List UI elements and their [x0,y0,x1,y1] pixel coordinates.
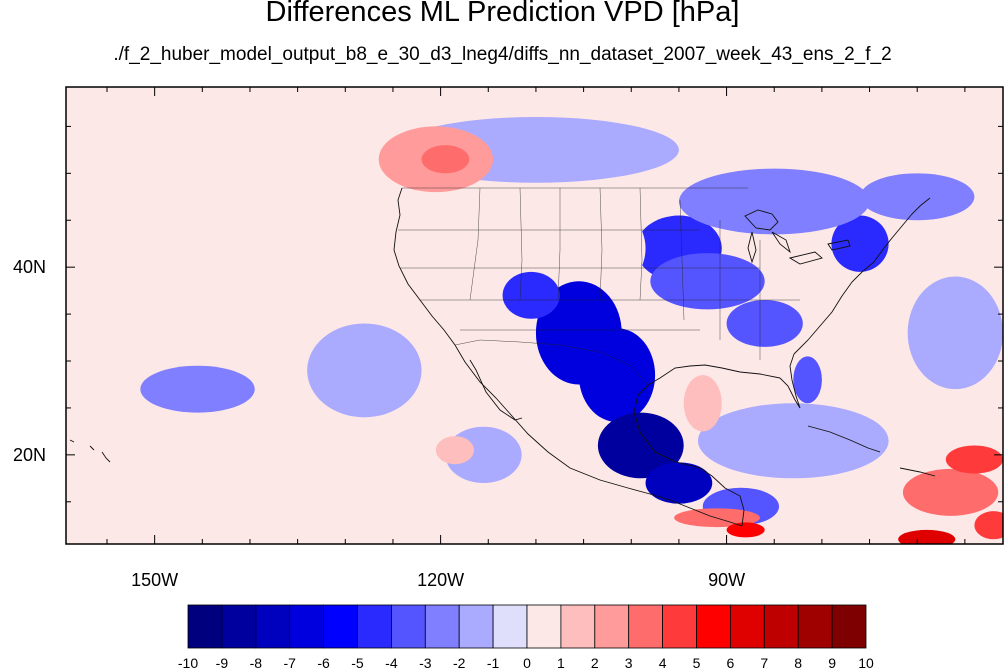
colorbar-label: 1 [557,655,565,671]
colorbar-swatch [323,604,358,649]
colorbar-swatch [357,604,392,649]
colorbar-label: -8 [250,655,263,671]
colorbar-label: 6 [727,655,735,671]
field-region-1 [578,328,656,423]
colorbar-label: 2 [591,655,599,671]
field-region-6 [650,253,765,310]
lon-tick-label: 90W [708,570,745,590]
field-region-25 [726,522,765,538]
colorbar-swatch [696,604,731,649]
field-region-23 [421,145,470,174]
plot-frame [65,86,1004,545]
map-title: Differences ML Prediction VPD [hPa] [265,0,740,28]
field-region-26 [902,468,999,516]
field-region-3 [645,462,713,504]
map-subtitle: ./f_2_huber_model_output_b8_e_30_d3_lneg… [113,44,892,65]
colorbar-swatch [390,604,426,649]
colorbar-label: 0 [523,655,531,671]
colorbar-label: -10 [178,655,198,671]
colorbar-swatch [424,604,460,649]
colorbar-label: 8 [794,655,802,671]
field-region-29 [974,511,1003,540]
field-region-14 [307,323,422,418]
map-axes: 150W 120W 90W 40N 20N [13,87,1003,590]
colorbar-swatch [492,604,528,649]
colorbar-swatch [255,604,291,649]
field-region-21 [435,436,474,465]
field-region-2 [597,412,684,479]
field-region-4 [502,271,560,319]
colorbar-swatch [526,604,562,649]
lat-tick-label: 20N [13,445,46,465]
colorbar: -10 -9 -8 -7 -6 -5 -4 -3 -2 -1 0 1 2 3 4 5 6 7 8 9 10 [178,604,874,671]
political-boundaries [398,187,800,386]
lon-tick-label: 150W [131,570,178,590]
field-region-12 [678,168,870,235]
colorbar-label: 9 [828,655,836,671]
colorbar-label: 4 [659,655,667,671]
coastlines [69,187,936,527]
colorbar-swatch [730,604,765,649]
colorbar-swatch [628,604,664,649]
colorbar-label: 5 [693,655,701,671]
lat-tick-label: 40N [13,257,46,277]
colorbar-label: 3 [625,655,633,671]
colorbar-label: -7 [283,655,296,671]
field-region-11 [860,173,975,221]
colorbar-swatch [458,604,494,649]
field-region-17 [907,276,1003,390]
colorbar-label: -1 [487,655,500,671]
colorbar-swatch [831,604,867,649]
colorbar-label: -5 [351,655,364,671]
colorbar-swatch [221,604,257,649]
field-region-8 [831,215,889,272]
field-region-20 [683,375,722,432]
lon-tick-label: 120W [417,570,464,590]
field-region-9 [793,356,822,404]
field-region-28 [898,529,956,544]
colorbar-label: -6 [317,655,330,671]
field-region-27 [945,445,1003,474]
colorbar-label: -9 [216,655,229,671]
colorbar-swatch [560,604,596,649]
colorbar-swatch [797,604,833,649]
colorbar-label: -2 [453,655,466,671]
colorbar-swatch [289,604,325,649]
colorbar-label: -4 [385,655,398,671]
field-region-16 [697,403,889,479]
field-region-13 [140,365,255,413]
colorbar-swatch [763,604,799,649]
field-region-19 [597,215,646,282]
colorbar-label: 7 [760,655,768,671]
colorbar-swatch [594,604,630,649]
field-region-7 [726,300,803,347]
contour-field [140,117,1003,544]
colorbar-label: 10 [858,655,874,671]
colorbar-swatch [662,604,697,649]
colorbar-swatch [187,604,223,649]
colorbar-label: -3 [419,655,432,671]
